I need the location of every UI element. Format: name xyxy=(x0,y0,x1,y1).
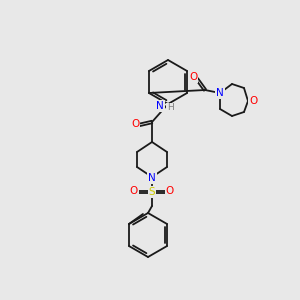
Text: S: S xyxy=(149,187,155,197)
Text: O: O xyxy=(166,186,174,196)
Text: N: N xyxy=(156,101,164,111)
Text: N: N xyxy=(216,88,224,98)
Text: N: N xyxy=(148,173,156,183)
Text: O: O xyxy=(130,186,138,196)
Text: O: O xyxy=(131,119,139,129)
Text: O: O xyxy=(249,96,257,106)
Text: O: O xyxy=(189,72,197,82)
Text: H: H xyxy=(167,103,173,112)
